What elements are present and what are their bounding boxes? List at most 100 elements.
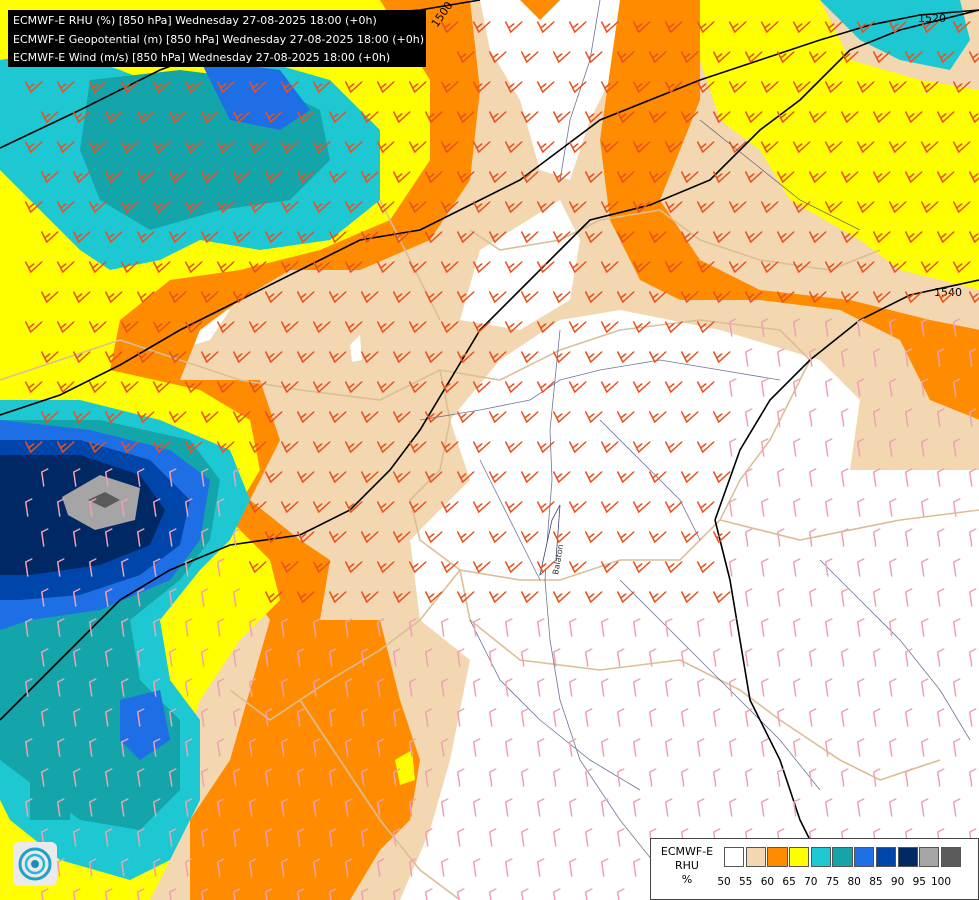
wind-barb [456, 768, 465, 787]
wind-barb [40, 411, 59, 424]
wind-barb [520, 531, 539, 544]
wind-barb [856, 498, 865, 517]
wind-barb [376, 618, 385, 637]
wind-barb [728, 21, 747, 34]
wind-barb [840, 408, 849, 427]
wind-barb [920, 798, 929, 817]
contour-label-1540: 1540 [934, 286, 962, 299]
wind-barb [440, 261, 459, 274]
legend-tick-label: 60 [760, 876, 775, 888]
wind-barb [856, 81, 875, 94]
wind-barb [344, 798, 353, 817]
wind-barb [472, 81, 491, 94]
wind-barb [376, 201, 395, 214]
wind-barb [280, 141, 299, 154]
wind-barb [232, 351, 251, 364]
wind-barb [488, 768, 497, 787]
wind-barb [808, 768, 817, 787]
wind-barb [200, 468, 209, 487]
wind-barb [552, 591, 571, 604]
wind-barb [920, 738, 929, 757]
wind-barb [680, 768, 689, 787]
wind-barb [296, 171, 315, 184]
wind-barb [904, 768, 913, 787]
wind-barb [744, 51, 763, 64]
wind-barb [904, 171, 923, 184]
wind-barb [296, 111, 315, 124]
wind-barb [104, 468, 113, 487]
wind-barb [856, 261, 875, 274]
wind-barb [712, 231, 731, 244]
wind-barb [712, 411, 731, 424]
wind-barb [424, 291, 443, 304]
wind-barb [296, 231, 315, 244]
wind-barb [952, 318, 961, 337]
wind-barb [888, 798, 897, 817]
wind-barb [344, 561, 363, 574]
wind-barb [424, 591, 443, 604]
wind-barb [888, 21, 907, 34]
wind-barb [872, 348, 881, 367]
wind-barb [488, 171, 507, 184]
wind-barb [632, 201, 651, 214]
wind-barb [488, 591, 507, 604]
wind-barb [920, 81, 939, 94]
wind-barb [376, 798, 385, 817]
wind-barb [232, 171, 251, 184]
wind-barb [920, 438, 929, 457]
wind-barb [488, 828, 497, 847]
wind-barb [88, 81, 107, 94]
wind-barb [632, 798, 641, 817]
wind-barb [728, 201, 747, 214]
wind-barb [568, 678, 577, 697]
wind-barb [632, 678, 641, 697]
wind-barb [536, 21, 555, 34]
wind-barb [904, 51, 923, 64]
wind-barb [472, 618, 481, 637]
wind-barb [552, 531, 571, 544]
legend-unit: % [681, 873, 693, 886]
wind-barb [232, 291, 251, 304]
wind-barb [616, 51, 635, 64]
wind-barb [120, 441, 139, 454]
wind-barb [536, 141, 555, 154]
wind-barb [200, 528, 209, 547]
wind-barb [856, 378, 865, 397]
wind-barb [440, 81, 459, 94]
wind-barb [392, 531, 411, 544]
wind-barb [440, 21, 459, 34]
wind-barb [792, 798, 801, 817]
wind-barb [504, 261, 523, 274]
wind-barb [840, 768, 849, 787]
wind-barb [392, 231, 411, 244]
wind-barb [456, 591, 475, 604]
country-borders [0, 199, 979, 900]
wind-barb [536, 81, 555, 94]
wind-barb [696, 21, 715, 34]
legend-swatch [789, 847, 810, 867]
wind-barb [312, 261, 331, 274]
wind-barb [136, 291, 155, 304]
wind-barb [392, 708, 401, 727]
legend-tick-label: 85 [869, 876, 883, 888]
wind-barb [728, 558, 737, 577]
wind-barb [920, 318, 929, 337]
legend-tick-label: 65 [782, 876, 796, 888]
wind-barb [920, 618, 929, 637]
wind-barb [56, 201, 75, 214]
wind-barb [24, 81, 43, 94]
wind-barb [712, 171, 731, 184]
wind-barb [744, 588, 753, 607]
wind-barb [88, 798, 97, 817]
wind-barb [72, 111, 91, 124]
wind-barb [584, 411, 603, 424]
wind-barb [616, 231, 635, 244]
wind-barb [280, 678, 289, 697]
wind-barb [792, 438, 801, 457]
wind-barb [872, 291, 891, 304]
wind-barb [872, 231, 891, 244]
wind-barb [888, 318, 897, 337]
legend-tick-label: 90 [890, 876, 905, 888]
wind-barb [584, 591, 603, 604]
wind-barb [120, 381, 139, 394]
